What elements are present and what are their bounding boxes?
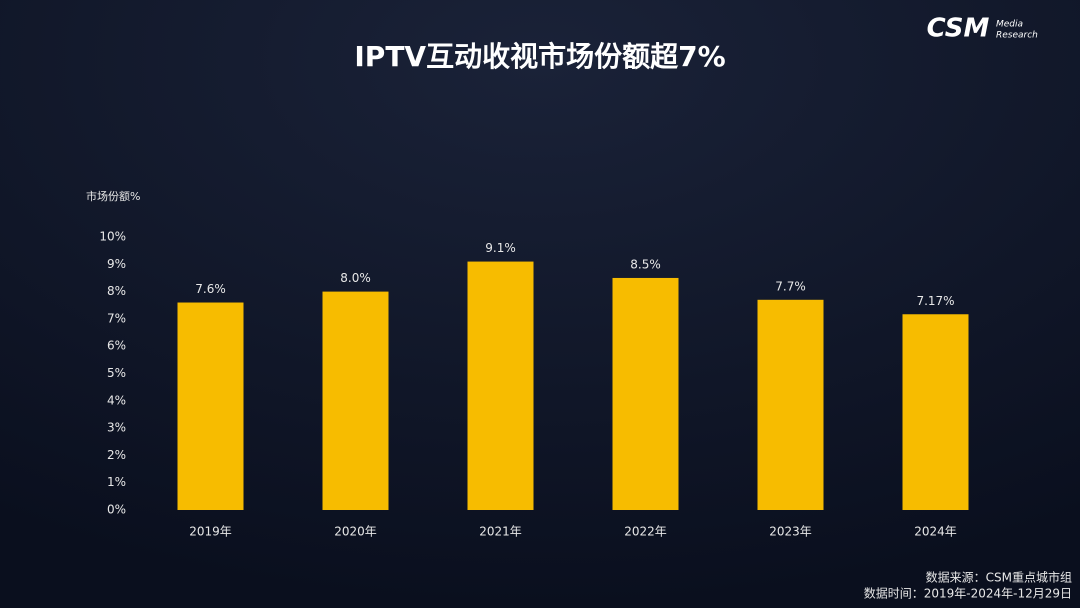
source-note: 数据时间：2019年-2024年-12月29日 [864, 586, 1072, 601]
y-tick-label: 6% [107, 339, 126, 353]
logo-brand: CSM [927, 14, 990, 44]
y-tick-label: 2% [107, 448, 126, 462]
bar [177, 302, 244, 510]
value-label: 8.0% [340, 271, 371, 285]
value-label: 7.7% [775, 279, 806, 293]
x-tick-label: 2024年 [914, 525, 957, 539]
bar [467, 261, 534, 510]
value-label: 8.5% [630, 257, 661, 271]
bar [902, 314, 969, 510]
value-label: 7.17% [916, 294, 954, 308]
y-axis-label: 市场份额% [86, 189, 140, 203]
y-tick-label: 10% [99, 230, 126, 244]
x-tick-label: 2021年 [479, 525, 522, 539]
x-tick-label: 2023年 [769, 525, 812, 539]
y-tick-label: 5% [107, 366, 126, 380]
x-tick-label: 2019年 [189, 525, 232, 539]
chart-title: IPTV互动收视市场份额超7% [354, 40, 725, 73]
bar [322, 291, 389, 510]
logo-line: Media [996, 20, 1023, 30]
y-tick-label: 7% [107, 311, 126, 325]
y-tick-label: 1% [107, 475, 126, 489]
value-label: 9.1% [485, 241, 516, 255]
y-tick-label: 0% [107, 503, 126, 517]
bar [757, 299, 824, 510]
x-tick-label: 2022年 [624, 525, 667, 539]
x-tick-label: 2020年 [334, 525, 377, 539]
logo-line: Research [996, 31, 1038, 41]
y-tick-label: 3% [107, 421, 126, 435]
y-tick-label: 9% [107, 257, 126, 271]
value-label: 7.6% [195, 282, 226, 296]
y-tick-label: 8% [107, 284, 126, 298]
y-tick-label: 4% [107, 393, 126, 407]
source-note: 数据来源：CSM重点城市组 [926, 570, 1072, 585]
bar [612, 277, 679, 510]
